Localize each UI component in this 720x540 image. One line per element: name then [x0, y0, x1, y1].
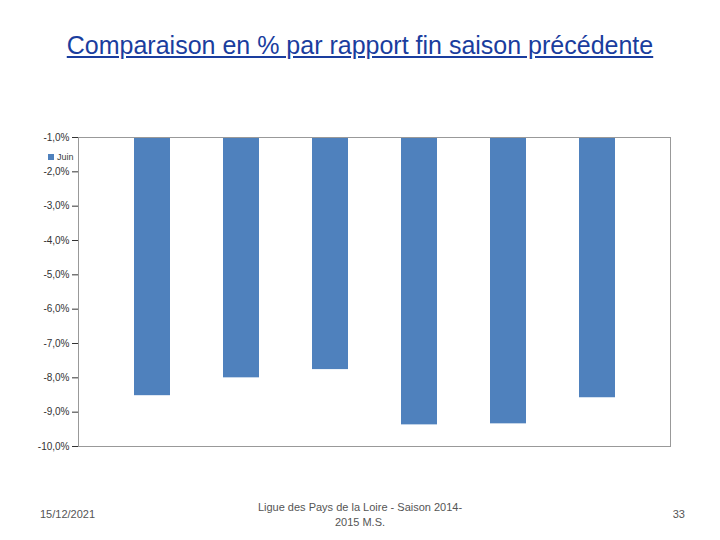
svg-text:-6,0%: -6,0% [43, 303, 69, 314]
html-text:33: 33 [672, 508, 685, 520]
svg-text:-3,0%: -3,0% [43, 200, 69, 211]
html-text:Comparaison en % par rapport f: Comparaison en % par rapport fin saison … [66, 31, 654, 59]
html-text:Ligue des Pays de la Loire - S: Ligue des Pays de la Loire - Saison 2014… [257, 501, 463, 528]
svg-text:-2,0%: -2,0% [43, 166, 69, 177]
html-text:Juin: Juin [57, 152, 74, 162]
svg-text:-9,0%: -9,0% [43, 406, 69, 417]
svg-text:-8,0%: -8,0% [43, 372, 69, 383]
svg-text:-5,0%: -5,0% [43, 269, 69, 280]
svg-text:-10,0%: -10,0% [38, 441, 70, 452]
svg-text:-1,0%: -1,0% [43, 132, 69, 143]
html-text:15/12/2021: 15/12/2021 [40, 508, 96, 520]
svg-text:-4,0%: -4,0% [43, 235, 69, 246]
svg-text:-7,0%: -7,0% [43, 338, 69, 349]
